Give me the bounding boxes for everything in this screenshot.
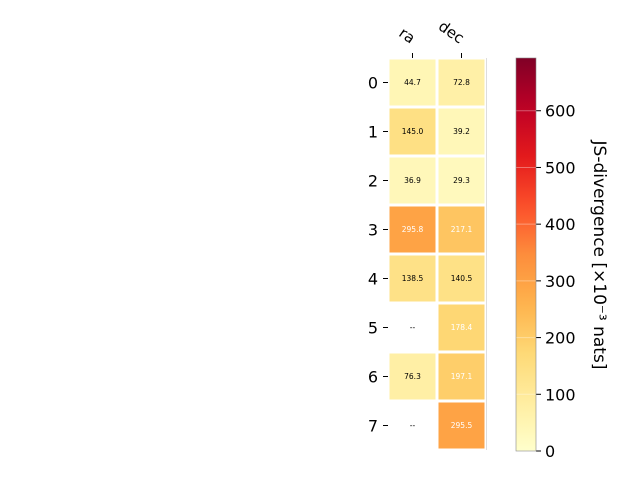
- cell-value-label: 44.7: [404, 78, 421, 87]
- y-tick-label: 5: [368, 319, 378, 338]
- colorbar-tick-label: 500: [545, 158, 576, 177]
- y-tick-label: 2: [368, 172, 378, 191]
- heatmap-cell: [438, 402, 485, 449]
- heatmap-cell: [389, 255, 436, 302]
- heatmap-cell: [389, 157, 436, 204]
- colorbar-tick-label: 0: [545, 442, 555, 461]
- heatmap-cell: [389, 108, 436, 155]
- cell-value-label: 295.5: [451, 421, 473, 430]
- cell-value-label: 76.3: [404, 372, 421, 381]
- cell-value-label: 217.1: [451, 225, 473, 234]
- cell-value-label: 138.5: [402, 274, 424, 283]
- y-tick-label: 1: [368, 123, 378, 142]
- cell-value-label: 39.2: [453, 127, 470, 136]
- heatmap-cell: [438, 59, 485, 106]
- colorbar-tick-label: 200: [545, 329, 576, 348]
- y-tick-label: 6: [368, 368, 378, 387]
- x-tick-label: ra: [396, 24, 419, 48]
- colorbar: 0 100 200 300 400 500 600 JS-divergence [×10⁻³ …: [515, 57, 609, 461]
- heatmap-cell: [389, 353, 436, 400]
- heatmap-cell: [438, 206, 485, 253]
- colorbar-tick-label: 100: [545, 385, 576, 404]
- colorbar-tick-label: 300: [545, 272, 576, 291]
- cell-value-label: --: [410, 323, 416, 332]
- cell-value-label: 36.9: [404, 176, 421, 185]
- heatmap-cell: [438, 304, 485, 351]
- colorbar-frame: [515, 57, 537, 452]
- colorbar-tick-label: 600: [545, 102, 576, 121]
- y-tick-label: 3: [368, 221, 378, 240]
- heatmap-cell: [438, 353, 485, 400]
- heatmap-cell: [389, 206, 436, 253]
- cell-value-label: 178.4: [451, 323, 473, 332]
- cell-value-label: 145.0: [402, 127, 424, 136]
- cell-value-label: 197.1: [451, 372, 473, 381]
- y-tick-label: 4: [368, 270, 378, 289]
- heatmap-cell: [438, 255, 485, 302]
- cell-value-label: 29.3: [453, 176, 470, 185]
- colorbar-label: JS-divergence [×10⁻³ nats]: [589, 140, 609, 370]
- colorbar-tick-label: 400: [545, 215, 576, 234]
- cell-value-label: 140.5: [451, 274, 473, 283]
- cell-value-label: 295.8: [402, 225, 424, 234]
- colorbar-gradient: [516, 58, 536, 451]
- heatmap-cell: [438, 157, 485, 204]
- heatmap-cell: [438, 108, 485, 155]
- cell-value-label: --: [410, 421, 416, 430]
- heatmap-plot: 44.7 72.8 145.0 39.2 36.9 29.3 295.8 217.1 138.5…: [368, 17, 487, 450]
- heatmap-cell: [389, 59, 436, 106]
- y-tick-label: 7: [368, 417, 378, 436]
- x-tick-label: dec: [435, 17, 467, 47]
- y-tick-label: 0: [368, 74, 378, 93]
- cell-value-label: 72.8: [453, 78, 470, 87]
